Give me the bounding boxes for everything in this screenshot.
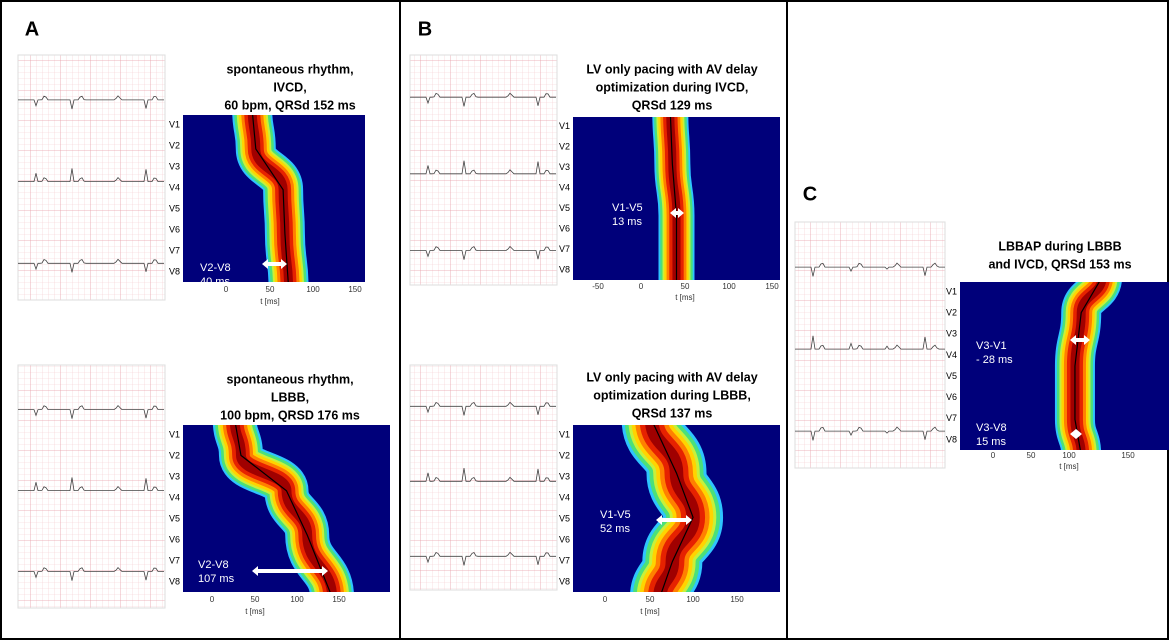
- annotation: V3-V8: [976, 422, 1007, 434]
- annotation: - 28 ms: [976, 354, 1013, 366]
- plot-title: and IVCD, QRSd 153 ms: [988, 257, 1131, 271]
- lead-label: V6: [169, 224, 180, 234]
- x-axis-label: t [ms]: [1059, 462, 1079, 471]
- lead-label: V5: [946, 371, 957, 381]
- lead-label: V6: [169, 534, 180, 544]
- plot-title: 100 bpm, QRSD 176 ms: [220, 408, 360, 422]
- x-tick-label: 100: [1062, 451, 1076, 460]
- plot-title: LV only pacing with AV delay: [586, 370, 757, 384]
- lead-label: V1: [169, 119, 180, 129]
- annotation: 107 ms: [198, 573, 235, 585]
- x-tick-label: 0: [603, 595, 608, 604]
- annotation: 15 ms: [976, 436, 1006, 448]
- panel-label: A: [25, 18, 39, 40]
- lead-label: V1: [169, 429, 180, 439]
- plot-title: optimization during LBBB,: [593, 388, 751, 402]
- lead-label: V4: [559, 492, 570, 502]
- annotation: V3-V1: [976, 340, 1007, 352]
- lead-label: V3: [559, 471, 570, 481]
- lead-label: V2: [169, 450, 180, 460]
- lead-label: V4: [169, 182, 180, 192]
- lead-label: V3: [946, 329, 957, 339]
- lead-label: V1: [559, 429, 570, 439]
- lead-label: V5: [559, 203, 570, 213]
- lead-label: V4: [169, 492, 180, 502]
- heatmap: [652, 420, 693, 597]
- lead-label: V2: [946, 308, 957, 318]
- lead-label: V5: [169, 203, 180, 213]
- plot-title: IVCD,: [273, 80, 306, 94]
- x-tick-label: 150: [765, 282, 779, 291]
- x-tick-label: 0: [991, 451, 996, 460]
- annotation: V2-V8: [200, 262, 231, 274]
- plot-title: LBBB,: [271, 390, 309, 404]
- panel-label: C: [803, 183, 817, 205]
- x-tick-label: 50: [1027, 451, 1036, 460]
- x-tick-label: -50: [592, 282, 604, 291]
- plot-title: spontaneous rhythm,: [226, 372, 353, 386]
- lead-label: V2: [559, 142, 570, 152]
- figure: Aspontaneous rhythm, IVCD, 60 bpm, QRSd 15…: [0, 0, 1169, 640]
- annotation: 52 ms: [600, 523, 630, 535]
- plot-title: LBBAP during LBBB: [998, 239, 1121, 253]
- lead-label: V6: [946, 392, 957, 402]
- x-tick-label: 100: [722, 282, 736, 291]
- panel-label: B: [418, 18, 432, 40]
- x-tick-label: 100: [306, 285, 320, 294]
- lead-label: V1: [559, 121, 570, 131]
- x-tick-label: 50: [251, 595, 260, 604]
- x-axis-label: t [ms]: [245, 607, 265, 616]
- lead-label: V7: [946, 413, 957, 423]
- plot-title: 60 bpm, QRSd 152 ms: [224, 98, 355, 112]
- lead-label: V5: [559, 513, 570, 523]
- x-tick-label: 100: [290, 595, 304, 604]
- lead-label: V4: [946, 350, 957, 360]
- lead-label: V7: [559, 555, 570, 565]
- lead-label: V3: [559, 162, 570, 172]
- lead-label: V2: [169, 140, 180, 150]
- lead-label: V7: [559, 244, 570, 254]
- x-tick-label: 50: [266, 285, 275, 294]
- plot-title: optimization during IVCD,: [596, 80, 749, 94]
- lead-label: V5: [169, 513, 180, 523]
- lead-label: V8: [169, 576, 180, 586]
- lead-label: V8: [559, 576, 570, 586]
- lead-label: V1: [946, 286, 957, 296]
- lead-label: V8: [946, 434, 957, 444]
- annotation: V2-V8: [198, 559, 229, 571]
- x-tick-label: 50: [646, 595, 655, 604]
- x-tick-label: 0: [210, 595, 215, 604]
- x-axis-label: t [ms]: [675, 293, 695, 302]
- annotation: 40 ms: [200, 276, 230, 288]
- lead-label: V6: [559, 534, 570, 544]
- lead-label: V7: [169, 245, 180, 255]
- x-tick-label: 150: [332, 595, 346, 604]
- plot-title: spontaneous rhythm,: [226, 62, 353, 76]
- lead-label: V3: [169, 161, 180, 171]
- lead-label: V2: [559, 450, 570, 460]
- plot-title: QRSd 137 ms: [632, 406, 713, 420]
- x-tick-label: 150: [1121, 451, 1135, 460]
- x-axis-label: t [ms]: [640, 607, 660, 616]
- x-tick-label: 150: [730, 595, 744, 604]
- lead-label: V7: [169, 555, 180, 565]
- x-tick-label: 100: [686, 595, 700, 604]
- x-tick-label: 50: [681, 282, 690, 291]
- x-tick-label: 0: [639, 282, 644, 291]
- plot-title: LV only pacing with AV delay: [586, 62, 757, 76]
- plot-title: QRSd 129 ms: [632, 98, 713, 112]
- annotation: V1-V5: [612, 202, 643, 214]
- annotation: 13 ms: [612, 216, 642, 228]
- heatmap: [670, 112, 676, 285]
- lead-label: V6: [559, 224, 570, 234]
- x-axis-label: t [ms]: [260, 297, 280, 306]
- x-tick-label: 150: [348, 285, 362, 294]
- lead-label: V3: [169, 471, 180, 481]
- lead-label: V8: [169, 266, 180, 276]
- lead-label: V4: [559, 183, 570, 193]
- lead-label: V8: [559, 265, 570, 275]
- annotation: V1-V5: [600, 509, 631, 521]
